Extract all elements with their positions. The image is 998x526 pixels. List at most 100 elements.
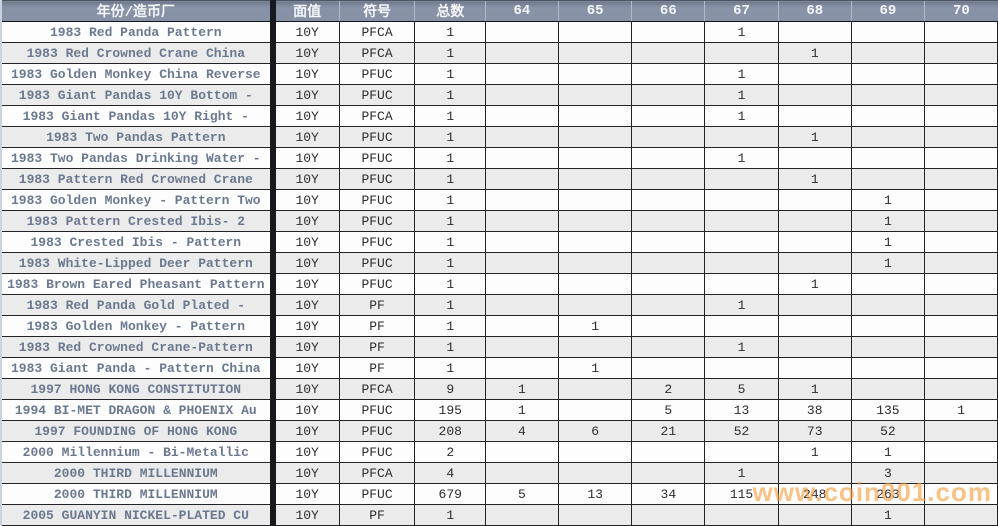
denomination-cell: 10Y <box>272 294 340 316</box>
total-cell: 1 <box>414 126 487 148</box>
grade-66-cell <box>631 63 706 85</box>
grade-65-cell <box>557 210 633 232</box>
total-cell: 1 <box>414 504 487 526</box>
grade-64-cell <box>485 462 559 484</box>
grade-67-cell: 1 <box>704 21 779 43</box>
grade-65-cell <box>557 378 633 400</box>
symbol-cell: PFCA <box>338 105 416 127</box>
grade-67-cell <box>704 504 779 526</box>
symbol-cell: PF <box>338 294 416 316</box>
coin-name-cell: 1983 Crested Ibis - Pattern <box>2 231 276 253</box>
coin-name-cell: 2005 GUANYIN NICKEL-PLATED CU <box>2 504 276 526</box>
symbol-cell: PFUC <box>338 441 416 463</box>
grade-70-cell <box>924 42 998 64</box>
total-cell: 1 <box>414 105 487 127</box>
table-row: 1983 Brown Eared Pheasant Pattern 10Y PFUC… <box>2 273 998 295</box>
grade-65-cell: 1 <box>557 357 633 379</box>
grade-69-cell <box>850 336 926 358</box>
symbol-cell: PFUC <box>338 210 416 232</box>
grade-70-cell <box>924 315 998 337</box>
grade-65-cell <box>557 105 633 127</box>
coin-name-cell: 2000 THIRD MILLENNIUM <box>2 462 276 484</box>
coin-name-cell: 1997 FOUNDING OF HONG KONG <box>2 420 276 442</box>
grade-64-cell <box>485 126 559 148</box>
grade-66-cell <box>631 336 706 358</box>
grade-69-cell <box>850 147 926 169</box>
grade-70-cell <box>924 189 998 211</box>
denomination-cell: 10Y <box>272 315 340 337</box>
grade-69-cell: 1 <box>850 504 926 526</box>
table-row: 1983 Golden Monkey China Reverse 10Y PFUC 1… <box>2 63 998 85</box>
symbol-cell: PF <box>338 336 416 358</box>
grade-64-cell <box>485 315 559 337</box>
coin-name-cell: 1983 Golden Monkey - Pattern Two <box>2 189 276 211</box>
grade-68-cell <box>777 189 852 211</box>
coin-name-cell: 1983 Red Panda Gold Plated - <box>2 294 276 316</box>
table-row: 1983 Crested Ibis - Pattern 10Y PFUC 1 1 <box>2 231 998 253</box>
table-row: 1983 Giant Panda - Pattern China 10Y PF 1 1 <box>2 357 998 379</box>
table-row: 2000 THIRD MILLENNIUM 10Y PFUC 679 5 13 34 115 2… <box>2 483 998 505</box>
grade-70-cell <box>924 21 998 43</box>
grade-67-cell <box>704 168 779 190</box>
grade-65-cell <box>557 231 633 253</box>
total-cell: 1 <box>414 168 487 190</box>
grade-69-cell <box>850 21 926 43</box>
grade-66-cell: 34 <box>631 483 706 505</box>
table-row: 1983 Golden Monkey - Pattern 10Y PF 1 1 <box>2 315 998 337</box>
grade-65-cell <box>557 21 633 43</box>
grade-69-cell <box>850 273 926 295</box>
column-header-grade-65: 65 <box>557 0 632 22</box>
grade-68-cell <box>777 357 852 379</box>
coin-name-cell: 1983 Red Panda Pattern <box>2 21 276 43</box>
symbol-cell: PFCA <box>338 42 416 64</box>
total-cell: 2 <box>414 441 487 463</box>
grade-70-cell <box>924 105 998 127</box>
census-table-header: 年份/造币厂 面值 符号 总数 64 65 66 67 68 69 70 <box>2 0 998 22</box>
grade-69-cell: 135 <box>850 399 926 421</box>
total-cell: 208 <box>414 420 487 442</box>
grade-65-cell <box>557 168 633 190</box>
denomination-cell: 10Y <box>272 189 340 211</box>
column-header-symbol: 符号 <box>338 0 415 22</box>
grade-69-cell: 1 <box>850 441 926 463</box>
symbol-cell: PFUC <box>338 126 416 148</box>
grade-66-cell <box>631 21 706 43</box>
grade-67-cell: 52 <box>704 420 779 442</box>
grade-66-cell <box>631 42 706 64</box>
grade-68-cell: 1 <box>777 126 852 148</box>
denomination-cell: 10Y <box>272 252 340 274</box>
grade-70-cell <box>924 63 998 85</box>
total-cell: 195 <box>414 399 487 421</box>
symbol-cell: PFUC <box>338 231 416 253</box>
total-cell: 1 <box>414 147 487 169</box>
grade-67-cell: 1 <box>704 294 779 316</box>
grade-65-cell <box>557 462 633 484</box>
total-cell: 1 <box>414 294 487 316</box>
table-row: 1997 HONG KONG CONSTITUTION 10Y PFCA 9 1 2 5 1 <box>2 378 998 400</box>
grade-66-cell <box>631 231 706 253</box>
coin-name-cell: 1997 HONG KONG CONSTITUTION <box>2 378 276 400</box>
table-row: 1983 Pattern Red Crowned Crane 10Y PFUC 1 1 <box>2 168 998 190</box>
total-cell: 1 <box>414 315 487 337</box>
coin-name-cell: 1983 Golden Monkey China Reverse <box>2 63 276 85</box>
coin-name-cell: 1994 BI-MET DRAGON & PHOENIX Au <box>2 399 276 421</box>
grade-70-cell <box>924 357 998 379</box>
total-cell: 1 <box>414 84 487 106</box>
grade-64-cell: 4 <box>485 420 559 442</box>
denomination-cell: 10Y <box>272 357 340 379</box>
grade-68-cell: 1 <box>777 168 852 190</box>
coin-name-cell: 1983 Red Crowned Crane China <box>2 42 276 64</box>
grade-64-cell: 1 <box>485 378 559 400</box>
grade-67-cell <box>704 210 779 232</box>
symbol-cell: PF <box>338 357 416 379</box>
total-cell: 679 <box>414 483 487 505</box>
grade-69-cell <box>850 357 926 379</box>
grade-69-cell: 1 <box>850 231 926 253</box>
denomination-cell: 10Y <box>272 273 340 295</box>
grade-64-cell <box>485 231 559 253</box>
grade-68-cell <box>777 336 852 358</box>
symbol-cell: PFUC <box>338 84 416 106</box>
grade-69-cell: 1 <box>850 189 926 211</box>
grade-65-cell <box>557 399 633 421</box>
grade-66-cell <box>631 126 706 148</box>
